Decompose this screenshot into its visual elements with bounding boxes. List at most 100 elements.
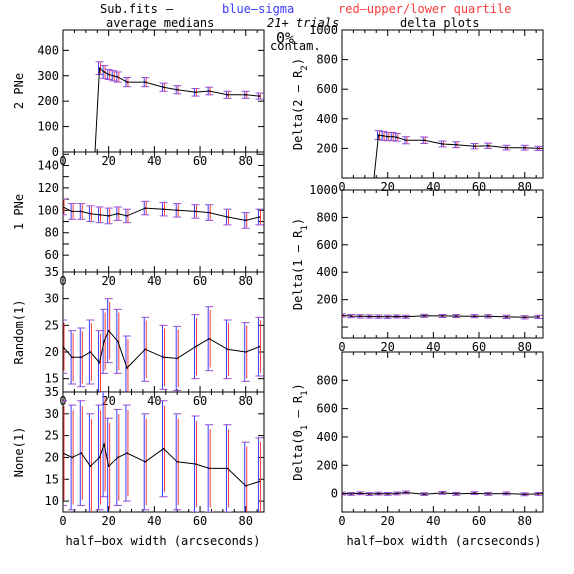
- data-point: [144, 207, 147, 209]
- data-point: [80, 210, 83, 213]
- x-tick-label: 60: [193, 154, 207, 168]
- plot-frame: [341, 29, 544, 179]
- data-point: [359, 492, 362, 495]
- data-point: [71, 210, 73, 213]
- data-point: [244, 485, 247, 487]
- y-tick-label: 600: [316, 82, 338, 96]
- data-point: [226, 216, 229, 218]
- y-tick-label: 300: [37, 69, 59, 83]
- data-point: [350, 315, 352, 317]
- x-tick-label: 20: [101, 274, 115, 288]
- data-point: [473, 492, 476, 494]
- series-group: [63, 298, 264, 392]
- data-point: [98, 456, 101, 459]
- figure-header: Sub.fits – blue–sigma red–upper/lower qu…: [100, 2, 511, 53]
- series-group: [63, 198, 264, 229]
- data-point: [244, 94, 247, 96]
- data-point: [63, 452, 64, 454]
- data-point: [112, 74, 115, 77]
- data-point: [144, 461, 147, 463]
- y-axis-label: Random(1): [12, 299, 26, 364]
- data-point: [80, 452, 83, 454]
- header-file: Sub.fits: [100, 2, 158, 16]
- plot-frame: [62, 391, 265, 513]
- data-point: [487, 493, 489, 495]
- data-point: [126, 215, 128, 217]
- data-point: [523, 316, 526, 319]
- y-tick-label: 800: [316, 210, 338, 224]
- x-tick-label: 40: [147, 514, 161, 528]
- header-dash: –: [166, 2, 174, 16]
- panel-left-4: 0 20 40 60 80 10 15 20 25 30 35 None(1): [12, 385, 265, 528]
- data-point: [455, 315, 458, 317]
- left-xlabel: half–box width (arcseconds): [65, 534, 260, 548]
- data-point: [117, 340, 119, 343]
- data-point: [258, 95, 261, 97]
- y-tick-label: 60: [45, 248, 59, 262]
- series-group: [342, 130, 543, 178]
- y-tick-label: 30: [45, 407, 59, 421]
- data-point: [103, 71, 105, 73]
- y-tick-label: 800: [316, 53, 338, 67]
- plot-frame: [62, 271, 265, 393]
- data-point: [194, 210, 197, 213]
- y-tick-label: 20: [45, 450, 59, 464]
- data-point: [226, 348, 229, 351]
- y-tick-label: 1000: [309, 183, 338, 197]
- data-point: [162, 447, 165, 450]
- data-point: [405, 315, 407, 318]
- data-point: [162, 86, 165, 88]
- y-tick-label: 600: [316, 402, 338, 416]
- data-point: [80, 356, 83, 359]
- data-point: [487, 144, 489, 147]
- data-point: [126, 452, 128, 454]
- median-line: [342, 314, 539, 318]
- data-point: [455, 493, 458, 495]
- y-tick-label: 600: [316, 238, 338, 252]
- data-point: [487, 315, 489, 318]
- y-axis-label: 1 PNe: [12, 194, 26, 230]
- data-point: [117, 456, 119, 459]
- data-point: [89, 465, 92, 467]
- data-point: [208, 211, 210, 214]
- x-tick-label: 80: [239, 274, 253, 288]
- median-line: [63, 206, 260, 221]
- y-tick-label: 100: [37, 120, 59, 134]
- x-tick-label: 60: [472, 340, 486, 354]
- data-point: [103, 340, 105, 343]
- data-point: [473, 315, 476, 318]
- y-tick-label: 200: [316, 458, 338, 472]
- y-tick-label: 35: [45, 385, 59, 399]
- data-point: [71, 456, 73, 459]
- right-title: delta plots: [400, 16, 479, 30]
- y-tick-label: 400: [316, 430, 338, 444]
- x-tick-label: 40: [426, 514, 440, 528]
- median-line: [342, 491, 539, 495]
- x-tick-label: 80: [239, 514, 253, 528]
- data-point: [63, 206, 64, 208]
- data-point: [441, 492, 444, 494]
- contam-percent: 0%: [276, 29, 294, 47]
- y-tick-label: 1000: [309, 23, 338, 37]
- y-axis-label: Delta(01 – R1): [291, 383, 310, 481]
- data-point: [505, 492, 508, 495]
- median-line: [63, 67, 260, 152]
- data-point: [258, 216, 261, 218]
- series-group: [342, 490, 543, 497]
- x-tick-label: 80: [239, 154, 253, 168]
- data-point: [537, 316, 540, 318]
- data-point: [377, 134, 380, 136]
- data-point: [107, 73, 110, 76]
- data-point: [342, 314, 343, 317]
- data-point: [63, 345, 64, 348]
- data-point: [208, 467, 210, 470]
- data-point: [505, 316, 508, 318]
- data-point: [194, 463, 197, 465]
- data-point: [162, 208, 165, 210]
- data-point: [405, 491, 407, 494]
- x-tick-label: 0: [338, 514, 345, 528]
- data-point: [258, 480, 261, 483]
